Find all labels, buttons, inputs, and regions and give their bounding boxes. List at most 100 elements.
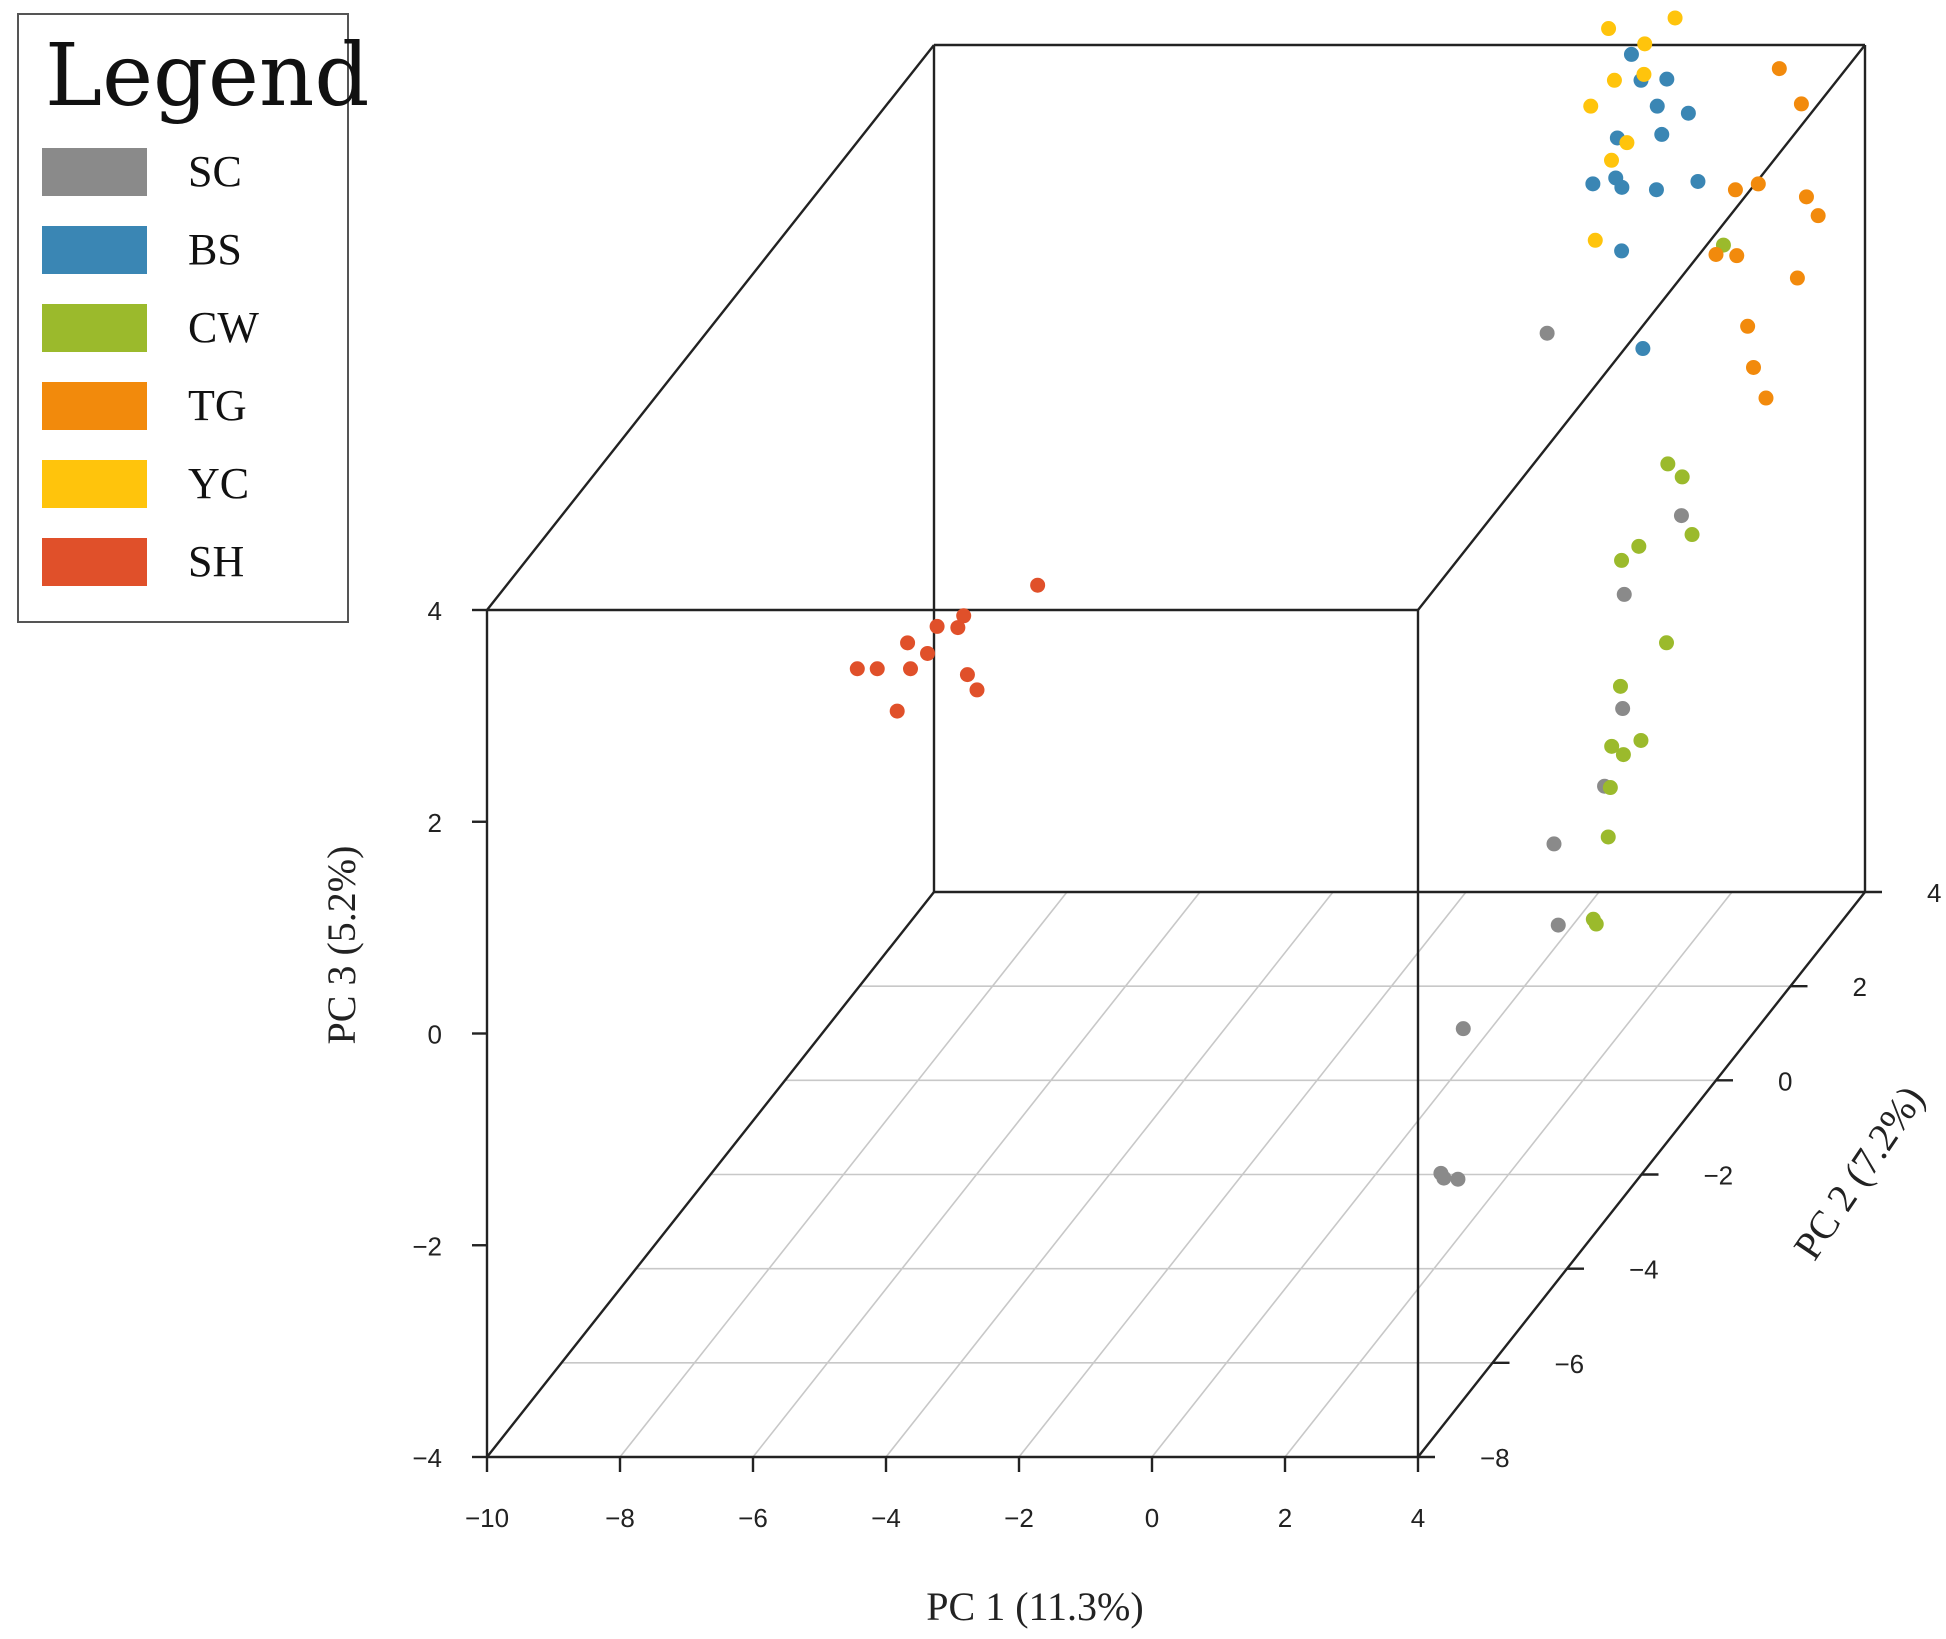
data-point-cw: [1600, 829, 1616, 845]
data-point-cw: [1615, 747, 1631, 763]
x-axis-title: PC 1 (11.3%): [926, 1584, 1143, 1629]
data-point-tg: [1793, 96, 1809, 112]
data-point-bs: [1654, 126, 1670, 142]
x-tick-label: 0: [1145, 1503, 1159, 1533]
box-edge: [1417, 44, 1866, 611]
data-point-sh: [900, 635, 916, 651]
data-point-cw: [1674, 469, 1690, 485]
data-point-bs: [1659, 71, 1675, 87]
data-point-cw: [1612, 678, 1628, 694]
y-tick-label: 4: [1927, 878, 1941, 908]
data-point-tg: [1740, 318, 1756, 334]
data-point-bs: [1585, 176, 1601, 192]
legend-label-tg: TG: [188, 381, 247, 430]
legend-label-sc: SC: [188, 147, 242, 196]
legend-label-yc: YC: [188, 459, 249, 508]
box-edge: [486, 891, 935, 1458]
legend-title: Legend: [45, 26, 369, 126]
x-tick-label: −2: [1004, 1503, 1034, 1533]
data-point-sh: [1030, 577, 1046, 593]
data-point-sc: [1673, 508, 1689, 524]
data-point-sc: [1616, 586, 1632, 602]
data-point-tg: [1727, 182, 1743, 198]
data-point-yc: [1637, 36, 1653, 52]
data-point-cw: [1602, 780, 1618, 796]
data-point-sc: [1436, 1170, 1452, 1186]
data-point-bs: [1623, 46, 1639, 62]
data-point-sc: [1550, 917, 1566, 933]
floor-grid: [561, 891, 1791, 1458]
y-tick-label: −2: [1704, 1161, 1734, 1191]
data-point-sc: [1546, 836, 1562, 852]
y-tick-label: −8: [1480, 1443, 1510, 1473]
data-point-cw: [1604, 738, 1620, 754]
data-point-sh: [889, 703, 905, 719]
y-tick-label: 2: [1853, 972, 1867, 1002]
data-point-tg: [1771, 61, 1787, 77]
data-point-yc: [1604, 152, 1619, 168]
data-point-cw: [1659, 635, 1674, 651]
legend-label-sh: SH: [188, 537, 244, 586]
data-point-sh: [950, 620, 966, 636]
data-point-cw: [1614, 552, 1630, 568]
data-point-sh: [969, 682, 985, 698]
data-point-sh: [903, 661, 918, 677]
y-tick-label: −4: [1629, 1255, 1659, 1285]
data-point-sh: [920, 645, 936, 661]
data-point-yc: [1667, 10, 1683, 26]
data-point-yc: [1601, 21, 1617, 37]
y-axis-title: PC 2 (7.2%): [1785, 1077, 1934, 1267]
y-tick-label: −6: [1555, 1349, 1585, 1379]
legend-label-bs: BS: [188, 225, 242, 274]
legend-label-cw: CW: [188, 303, 259, 352]
data-point-sh: [929, 618, 945, 634]
bounding-box: [485, 43, 1867, 1459]
data-point-cw: [1631, 538, 1647, 554]
data-point-sh: [959, 667, 975, 683]
data-point-yc: [1583, 98, 1599, 114]
legend-swatch-sc: [42, 148, 147, 196]
data-point-cw: [1660, 456, 1676, 472]
x-tick-label: −10: [465, 1503, 509, 1533]
data-points: [849, 10, 1826, 1187]
data-point-tg: [1798, 189, 1814, 205]
data-point-bs: [1648, 182, 1664, 198]
z-axis-title: PC 3 (5.2%): [319, 846, 364, 1045]
data-point-cw: [1588, 916, 1604, 932]
x-tick-label: −8: [605, 1503, 635, 1533]
data-point-bs: [1649, 98, 1665, 114]
data-point-sc: [1455, 1021, 1471, 1037]
legend-swatch-tg: [42, 382, 147, 430]
data-point-tg: [1729, 248, 1745, 264]
data-point-tg: [1758, 390, 1774, 406]
data-point-sc: [1450, 1171, 1466, 1187]
data-point-yc: [1606, 72, 1622, 88]
data-point-yc: [1587, 232, 1603, 248]
data-point-tg: [1708, 247, 1724, 263]
data-point-bs: [1635, 341, 1651, 357]
data-point-cw: [1684, 527, 1700, 543]
z-tick-label: 4: [428, 596, 442, 626]
legend-swatch-cw: [42, 304, 147, 352]
data-point-sh: [849, 661, 865, 677]
box-edge: [486, 44, 935, 611]
y-tick-label: 0: [1778, 1066, 1792, 1096]
x-tick-label: −6: [738, 1503, 768, 1533]
legend: Legend SC BS CW TG YC SH: [17, 13, 369, 623]
x-tick-label: 4: [1411, 1503, 1425, 1533]
data-point-bs: [1680, 105, 1696, 121]
z-tick-label: −2: [412, 1231, 442, 1261]
data-point-yc: [1636, 66, 1652, 82]
z-tick-label: 2: [428, 808, 442, 838]
data-point-tg: [1810, 208, 1826, 224]
data-point-sh: [956, 608, 972, 624]
legend-swatch-yc: [42, 460, 147, 508]
data-point-sh: [869, 661, 885, 677]
data-point-sc: [1539, 325, 1555, 341]
legend-swatch-bs: [42, 226, 147, 274]
legend-swatch-sh: [42, 538, 147, 586]
data-point-tg: [1746, 359, 1761, 375]
data-point-bs: [1608, 170, 1624, 186]
data-point-yc: [1619, 135, 1635, 151]
